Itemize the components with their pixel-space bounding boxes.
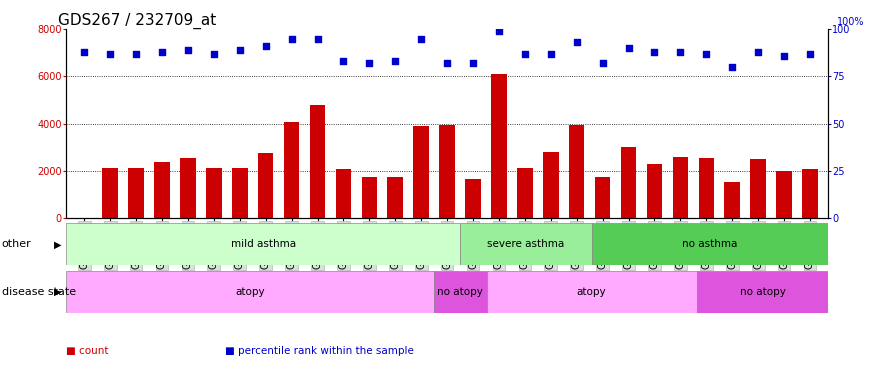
Bar xyxy=(434,271,486,313)
Bar xyxy=(361,176,377,218)
Bar xyxy=(258,153,273,218)
Point xyxy=(181,47,195,53)
Bar xyxy=(672,157,688,218)
Bar xyxy=(592,223,828,265)
Point xyxy=(78,49,92,55)
Bar xyxy=(621,147,636,218)
Text: ■ percentile rank within the sample: ■ percentile rank within the sample xyxy=(225,346,413,356)
Bar xyxy=(310,105,325,218)
Point xyxy=(207,51,221,57)
Bar xyxy=(543,152,559,218)
Bar xyxy=(413,126,429,218)
Point xyxy=(466,60,480,66)
Point xyxy=(621,45,635,51)
Point xyxy=(751,49,766,55)
Text: disease state: disease state xyxy=(2,287,76,297)
Point xyxy=(389,59,403,64)
Text: severe asthma: severe asthma xyxy=(487,239,565,249)
Point xyxy=(518,51,532,57)
Point xyxy=(673,49,687,55)
Text: atopy: atopy xyxy=(235,287,265,297)
Point xyxy=(285,36,299,42)
Bar xyxy=(102,168,118,218)
Bar xyxy=(569,125,584,218)
Bar xyxy=(180,158,196,218)
Point xyxy=(103,51,117,57)
Text: no atopy: no atopy xyxy=(437,287,483,297)
Bar xyxy=(595,176,611,218)
Point xyxy=(362,60,376,66)
Bar xyxy=(232,168,248,218)
Text: mild asthma: mild asthma xyxy=(231,239,296,249)
Bar xyxy=(129,168,144,218)
Text: ▶: ▶ xyxy=(54,287,62,297)
Bar xyxy=(486,271,697,313)
Point xyxy=(414,36,428,42)
Text: other: other xyxy=(2,239,32,249)
Point xyxy=(337,59,351,64)
Text: ▶: ▶ xyxy=(54,239,62,249)
Point xyxy=(544,51,558,57)
Point xyxy=(648,49,662,55)
Text: GDS267 / 232709_at: GDS267 / 232709_at xyxy=(58,13,217,29)
Bar xyxy=(647,164,663,218)
Bar xyxy=(440,125,455,218)
Bar xyxy=(206,168,222,218)
Point xyxy=(492,28,506,34)
Bar xyxy=(336,169,352,218)
Point xyxy=(803,51,817,57)
Point xyxy=(155,49,169,55)
Text: 100%: 100% xyxy=(836,16,864,26)
Bar xyxy=(460,223,592,265)
Point xyxy=(570,40,584,45)
Point xyxy=(233,47,247,53)
Bar xyxy=(776,171,792,218)
Text: no atopy: no atopy xyxy=(739,287,785,297)
Bar xyxy=(284,122,300,218)
Text: no asthma: no asthma xyxy=(682,239,737,249)
Point xyxy=(596,60,610,66)
Bar xyxy=(517,168,533,218)
Bar xyxy=(697,271,828,313)
Bar xyxy=(388,176,403,218)
Point xyxy=(129,51,143,57)
Bar xyxy=(803,169,818,218)
Bar xyxy=(724,182,740,218)
Point xyxy=(440,60,454,66)
Bar xyxy=(699,158,714,218)
Text: ■ count: ■ count xyxy=(66,346,108,356)
Point xyxy=(725,64,739,70)
Bar xyxy=(465,179,481,218)
Point xyxy=(310,36,324,42)
Bar xyxy=(492,74,507,218)
Point xyxy=(700,51,714,57)
Text: atopy: atopy xyxy=(577,287,606,297)
Bar xyxy=(66,271,434,313)
Point xyxy=(259,43,273,49)
Bar xyxy=(154,163,170,218)
Bar xyxy=(66,223,460,265)
Bar xyxy=(751,159,766,218)
Point xyxy=(777,53,791,59)
